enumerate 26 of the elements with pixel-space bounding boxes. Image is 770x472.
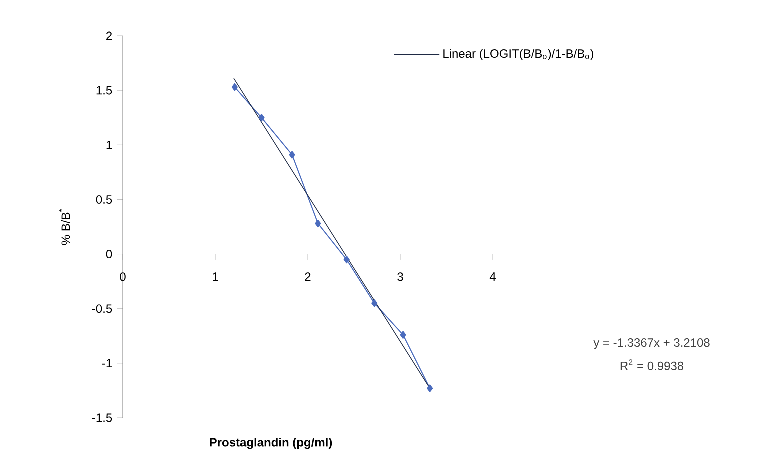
x-tick-label: 2 — [305, 272, 311, 282]
point — [232, 83, 238, 92]
y-tick-label: 1 — [106, 141, 112, 150]
point — [372, 300, 378, 308]
x-tick-label: 1 — [213, 272, 218, 281]
y-tick-label: 1.5 — [96, 86, 112, 95]
point — [344, 256, 350, 264]
point — [289, 151, 296, 159]
point — [400, 331, 406, 339]
text: R$^{2}$ = 0.9938 — [620, 360, 684, 370]
y-tick-label: -0.5 — [92, 304, 112, 314]
text: y = -1.3367x + 3.2108 — [594, 338, 710, 350]
point — [427, 384, 434, 392]
x-tick-label: 4 — [490, 272, 496, 281]
x-axis-title: Prostaglandin (pg/ml) — [210, 438, 332, 450]
y-tick-label: 0.5 — [96, 195, 112, 204]
point — [315, 220, 322, 228]
x-tick-label: 3 — [398, 272, 404, 282]
y-tick-label: -1 — [102, 359, 112, 368]
y-tick-label: 2 — [106, 32, 112, 40]
legend-label: Linear (LOGIT(B/B$_{o}$)/1-B/B$_{o}$) — [444, 49, 594, 60]
y-tick-label: 0 — [106, 250, 112, 259]
y-axis-title: % B/B$^{*}$ — [59, 209, 70, 246]
point — [258, 114, 265, 122]
x-tick-label: 0 — [120, 272, 126, 282]
y-tick-label: -1.5 — [92, 414, 112, 422]
